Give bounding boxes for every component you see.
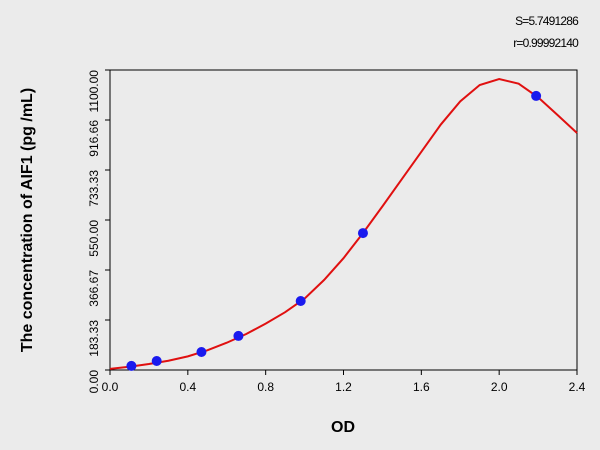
data-point xyxy=(151,356,162,366)
data-point xyxy=(357,228,368,239)
fit-curve xyxy=(109,77,578,370)
x-tick-label: 0.8 xyxy=(257,380,274,394)
x-tick-label: 1.2 xyxy=(335,380,352,394)
x-tick-label: 1.6 xyxy=(413,380,430,394)
x-tick-label: 2.4 xyxy=(569,380,586,394)
data-point xyxy=(196,347,207,357)
data-point xyxy=(126,360,137,371)
data-point xyxy=(295,296,306,306)
annotation: r=0.99992140 xyxy=(513,36,579,50)
y-tick-label: 0.00 xyxy=(87,370,101,394)
annotation: S=5.7491286 xyxy=(515,14,579,28)
y-tick-label: 733.33 xyxy=(87,170,101,207)
data-point xyxy=(233,330,244,341)
x-tick-label: 0.4 xyxy=(179,380,196,394)
x-tick-label: 0.0 xyxy=(102,380,119,394)
y-tick-label: 366.67 xyxy=(87,270,101,307)
y-tick-label: 1100.00 xyxy=(87,70,101,113)
data-point xyxy=(531,90,542,101)
y-tick-label: 916.66 xyxy=(87,120,101,157)
y-axis-label: The concentration of AIF1 (pg /mL) xyxy=(19,88,36,352)
y-tick-label: 183.33 xyxy=(87,320,101,357)
plot-frame xyxy=(109,69,578,371)
x-axis-label: OD xyxy=(331,419,355,436)
y-tick-label: 550.00 xyxy=(87,220,101,257)
x-tick-label: 2.0 xyxy=(491,380,508,394)
